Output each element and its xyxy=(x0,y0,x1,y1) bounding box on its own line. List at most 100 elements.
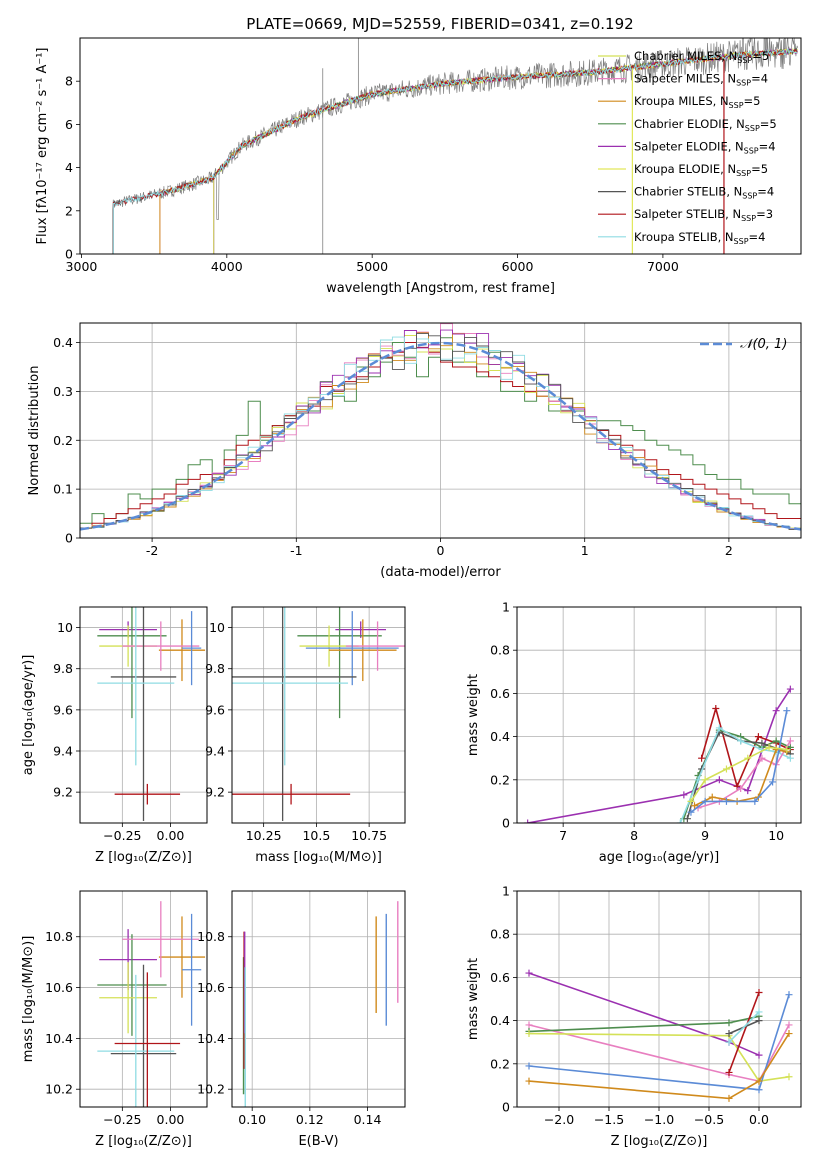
series-line xyxy=(728,1011,760,1043)
legend-text: =5 xyxy=(760,117,777,131)
series-marker xyxy=(755,1086,763,1094)
series-marker xyxy=(755,1008,763,1016)
y-tick-label: 1 xyxy=(502,884,510,899)
x-tick-label: 1 xyxy=(581,543,589,558)
series-marker xyxy=(701,797,709,805)
x-axis-label: Z [log₁₀(Z/Z⊙)] xyxy=(611,1134,708,1149)
legend-text: =5 xyxy=(744,94,761,108)
series-marker xyxy=(786,743,794,751)
series-marker xyxy=(786,754,794,762)
y-axis-label: age [log₁₀(age/yr)] xyxy=(21,655,36,776)
series-marker xyxy=(755,1051,763,1059)
axes-frame xyxy=(516,890,802,1108)
series-marker xyxy=(525,1030,533,1038)
panel-weight-vs-age: 7 8 9 10 0 0.2 0.4 0.6 0.8 1 age [log₁₀(age/yr)] ma… xyxy=(466,600,802,865)
x-tick-label: 0.10 xyxy=(238,1112,266,1127)
axes-frame xyxy=(231,606,406,824)
series-marker xyxy=(785,991,793,999)
legend-sub: SSP xyxy=(736,169,751,178)
axes-frame xyxy=(79,322,802,539)
series-marker xyxy=(785,1073,793,1081)
legend-sub: SSP xyxy=(729,101,744,110)
legend-label: Salpeter STELIB, NSSP=3 xyxy=(634,207,773,223)
series-marker xyxy=(715,776,723,784)
series-line xyxy=(528,1015,760,1033)
legend: 𝒩(0, 1) xyxy=(700,337,787,352)
series-line xyxy=(528,1024,790,1083)
series-marker xyxy=(765,743,773,751)
axes-frame xyxy=(79,37,802,255)
legend-text: =5 xyxy=(751,162,768,176)
x-tick-label: -2 xyxy=(146,543,158,558)
y-tick-label: 0.2 xyxy=(53,433,73,448)
series-marker xyxy=(725,1094,733,1102)
y-tick-label: 0.3 xyxy=(53,384,73,399)
y-tick-label: 10.8 xyxy=(45,929,73,944)
y-tick-label: 9.2 xyxy=(205,785,225,800)
panel-spectrum: 3000 4000 5000 6000 7000 0 2 4 6 8 wavelength [Ang… xyxy=(35,37,802,296)
legend-sub: SSP xyxy=(745,124,760,133)
plot-area xyxy=(97,607,206,821)
y-tick-label: 9.8 xyxy=(53,661,73,676)
axes-frame xyxy=(79,890,208,1108)
series-marker xyxy=(786,737,794,745)
y-tick-label: 10.4 xyxy=(197,1031,225,1046)
y-tick-label: 10 xyxy=(57,620,73,635)
x-tick-label: 0.14 xyxy=(354,1112,382,1127)
y-axis-label: mass [log₁₀(M/M⊙)] xyxy=(21,936,36,1063)
x-axis-label: E(B-V) xyxy=(298,1134,338,1149)
legend-text: Kroupa MILES, N xyxy=(634,94,729,108)
legend-sub: SSP xyxy=(736,79,751,88)
x-tick-label: 10 xyxy=(768,828,784,843)
x-tick-label: −1.0 xyxy=(644,1112,674,1127)
legend-label: Kroupa ELODIE, NSSP=5 xyxy=(634,162,768,178)
legend-text: Salpeter STELIB, N xyxy=(634,207,741,221)
legend-text: =4 xyxy=(751,72,768,86)
series-marker xyxy=(744,787,752,795)
x-tick-label: −1.5 xyxy=(594,1112,624,1127)
legend-text: =4 xyxy=(749,230,766,244)
plot-area xyxy=(525,969,793,1102)
x-tick-label: −0.5 xyxy=(694,1112,724,1127)
series-marker xyxy=(725,1068,733,1076)
series-marker xyxy=(772,707,780,715)
y-tick-label: 9.6 xyxy=(205,702,225,717)
legend-label: Salpeter MILES, NSSP=4 xyxy=(634,72,768,88)
series-marker xyxy=(687,797,695,805)
panel-mass-vs-Z: −0.25 0.00 10.2 10.4 10.6 10.8 Z [log₁₀(Z/Z⊙)]… xyxy=(21,890,208,1149)
y-tick-label: 0.4 xyxy=(490,1013,510,1028)
series-marker xyxy=(525,1077,533,1085)
y-tick-label: 6 xyxy=(65,117,73,132)
legend-text: =5 xyxy=(752,49,769,63)
histogram-step xyxy=(80,342,801,529)
y-tick-label: 0 xyxy=(502,816,510,831)
series-marker xyxy=(524,819,532,823)
series-marker xyxy=(708,793,716,801)
figure-title: PLATE=0669, MJD=52559, FIBERID=0341, z=0… xyxy=(246,15,633,33)
series-marker xyxy=(715,724,723,732)
y-axis-label: Normed distribution xyxy=(27,366,42,496)
series-marker xyxy=(733,782,741,790)
y-tick-label: 0.8 xyxy=(490,927,510,942)
legend-text: Salpeter MILES, N xyxy=(634,72,736,86)
x-axis-label: (data-model)/error xyxy=(380,565,501,580)
series-marker xyxy=(755,1077,763,1085)
legend-label: Chabrier MILES, NSSP=5 xyxy=(634,49,769,65)
plot-area xyxy=(232,607,405,821)
plot-area xyxy=(524,685,794,823)
y-tick-label: 0.4 xyxy=(53,335,73,350)
y-tick-label: 0.8 xyxy=(490,643,510,658)
y-tick-label: 9.2 xyxy=(53,785,73,800)
series-marker xyxy=(755,1017,763,1025)
x-tick-label: 7000 xyxy=(647,259,679,274)
legend-sub: SSP xyxy=(737,56,752,65)
y-tick-label: 0 xyxy=(65,531,73,546)
x-tick-label: 0 xyxy=(437,543,445,558)
x-tick-label: −2.0 xyxy=(544,1112,574,1127)
x-axis-label: wavelength [Angstrom, rest frame] xyxy=(326,281,555,296)
x-tick-label: 0.00 xyxy=(157,828,185,843)
y-tick-label: 10 xyxy=(209,620,225,635)
legend-label: Kroupa MILES, NSSP=5 xyxy=(634,94,760,110)
